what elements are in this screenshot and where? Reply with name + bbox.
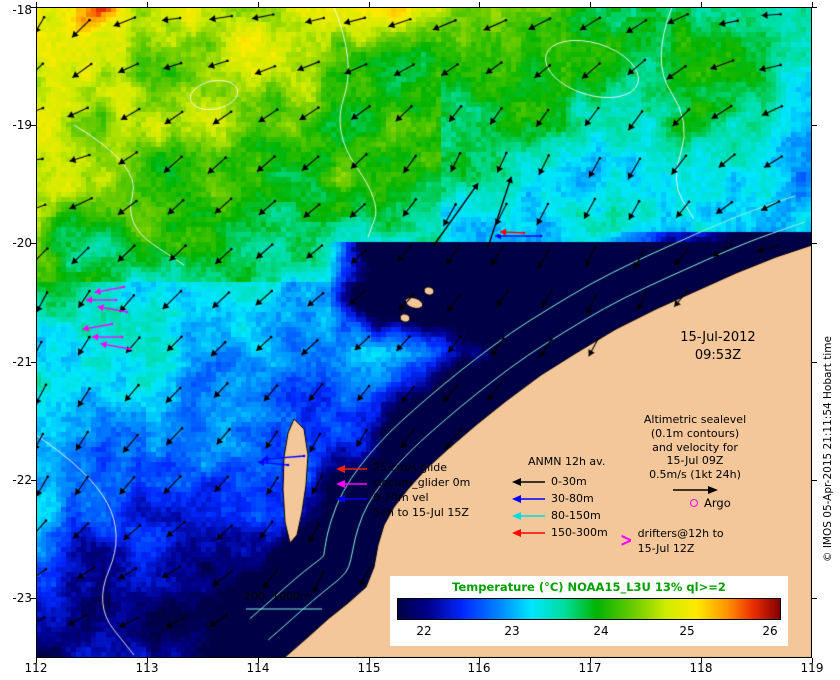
axis-tick xyxy=(812,480,817,481)
axis-tick xyxy=(812,362,817,363)
drifter-label: drifters@12h to xyxy=(637,527,724,540)
axis-tick xyxy=(369,2,370,7)
legend-label: 150-300m xyxy=(551,525,608,539)
legend-label: 25 cm/s glide xyxy=(373,461,448,475)
glider-arrow-icon xyxy=(336,464,367,473)
x-tick-label: 113 xyxy=(135,661,159,675)
drifter-label: 15-Jul 12Z xyxy=(637,541,695,555)
axis-tick xyxy=(31,7,36,8)
x-tick-label: 119 xyxy=(800,661,824,675)
anmn-arrow-icon xyxy=(512,528,545,537)
anmn-arrow-icon xyxy=(512,511,545,520)
legend-row: 0-30m xyxy=(512,473,608,490)
colorbar-panel: Temperature (°C) NOAA15_L3U 13% ql>=2 22… xyxy=(390,576,788,646)
sst-map-canvas xyxy=(36,7,812,658)
axis-tick xyxy=(147,2,148,7)
x-tick-label: 118 xyxy=(689,661,713,675)
x-tick-label: 116 xyxy=(467,661,491,675)
y-tick-label: -21 xyxy=(12,355,32,369)
axis-tick xyxy=(590,2,591,7)
axis-tick xyxy=(31,598,36,599)
y-tick-label: -22 xyxy=(12,473,32,487)
argo-label: Argo xyxy=(704,496,731,510)
map-date-label: 15-Jul-2012 09:53Z xyxy=(668,329,768,364)
colorbar-gradient xyxy=(397,598,781,620)
anmn-arrow-icon xyxy=(512,477,545,486)
axis-tick xyxy=(701,2,702,7)
legend-row: 30-80m xyxy=(512,490,608,507)
axis-tick xyxy=(812,7,817,8)
axis-tick xyxy=(31,362,36,363)
argo-legend: Argo xyxy=(690,496,731,511)
x-tick-label: 115 xyxy=(357,661,381,675)
y-tick-label: -23 xyxy=(12,591,32,605)
axis-tick xyxy=(369,658,370,663)
colorbar-tick-label: 25 xyxy=(679,624,695,638)
axis-tick xyxy=(258,658,259,663)
depth-contour-label: 200 1000m xyxy=(244,590,311,603)
credit-text: © IMOS 05-Apr-2015 21:11:54 Hobart time xyxy=(822,336,834,562)
colorbar-title: Temperature (°C) NOAA15_L3U 13% ql>=2 xyxy=(452,580,726,594)
axis-tick xyxy=(701,658,702,663)
axis-tick xyxy=(590,658,591,663)
argo-marker-icon xyxy=(690,499,698,508)
axis-tick xyxy=(812,658,813,663)
x-tick-label: 114 xyxy=(246,661,270,675)
velocity-scale-arrow-icon xyxy=(673,485,718,494)
anmn-legend-title: ANMN 12h av. xyxy=(528,455,606,468)
axis-tick xyxy=(812,125,817,126)
legend-row: slocum_glider 0m xyxy=(336,476,470,491)
axis-tick xyxy=(36,658,37,663)
drifter-marker-icon: > xyxy=(620,528,633,552)
legend-label: 0-30m xyxy=(551,474,587,488)
altimetry-note-line: (0.1m contours) xyxy=(650,426,740,440)
y-tick-label: -18 xyxy=(12,3,32,17)
legend-row: 54h to 15-Jul 15Z xyxy=(336,506,470,521)
colorbar-tick-label: 22 xyxy=(416,624,432,638)
axis-tick xyxy=(258,2,259,7)
legend-label: 80-150m xyxy=(551,508,601,522)
altimetry-note: Altimetric sealevel (0.1m contours) and … xyxy=(628,413,762,499)
anmn-arrow-icon xyxy=(512,494,545,503)
axis-tick xyxy=(31,480,36,481)
axis-tick xyxy=(812,243,817,244)
colorbar-tick-label: 24 xyxy=(593,624,609,638)
altimetry-note-line: 15-Jul 09Z xyxy=(666,454,724,468)
glider-arrow-icon xyxy=(336,494,367,503)
y-tick-label: -20 xyxy=(12,236,32,250)
legend-row: 80-150m xyxy=(512,507,608,524)
legend-row: 0-70m vel xyxy=(336,491,470,506)
legend-label: 0-70m vel xyxy=(373,491,429,505)
drifter-legend: > drifters@12h to 15-Jul 12Z xyxy=(620,527,724,557)
anmn-legend: ANMN 12h av. 0-30m 30-80m 80-150m 150-30… xyxy=(512,455,608,541)
altimetry-note-line: 0.5m/s (1kt 24h) xyxy=(649,468,741,481)
colorbar-tick-label: 26 xyxy=(762,624,778,638)
axis-tick xyxy=(36,2,37,7)
axis-tick xyxy=(147,658,148,663)
legend-label: slocum_glider 0m xyxy=(373,476,471,490)
axis-tick xyxy=(812,598,817,599)
axis-tick xyxy=(31,243,36,244)
legend-row: 150-300m xyxy=(512,524,608,541)
axis-tick xyxy=(479,658,480,663)
colorbar-tick-label: 23 xyxy=(504,624,520,638)
axis-tick xyxy=(31,125,36,126)
glider-legend: 25 cm/s glide slocum_glider 0m 0-70m vel… xyxy=(336,461,470,521)
map-date: 15-Jul-2012 xyxy=(680,330,756,345)
y-tick-label: -19 xyxy=(12,118,32,132)
axis-tick xyxy=(812,2,813,7)
x-tick-label: 112 xyxy=(24,661,48,675)
legend-row: 25 cm/s glide xyxy=(336,461,470,476)
map-time: 09:53Z xyxy=(694,347,742,363)
altimetry-note-line: and velocity for xyxy=(652,440,738,454)
x-tick-label: 117 xyxy=(578,661,602,675)
glider-arrow-icon xyxy=(336,479,367,488)
legend-label: 30-80m xyxy=(551,491,594,505)
axis-tick xyxy=(479,2,480,7)
altimetry-note-line: Altimetric sealevel xyxy=(643,413,747,426)
legend-label: 54h to 15-Jul 15Z xyxy=(373,506,469,520)
